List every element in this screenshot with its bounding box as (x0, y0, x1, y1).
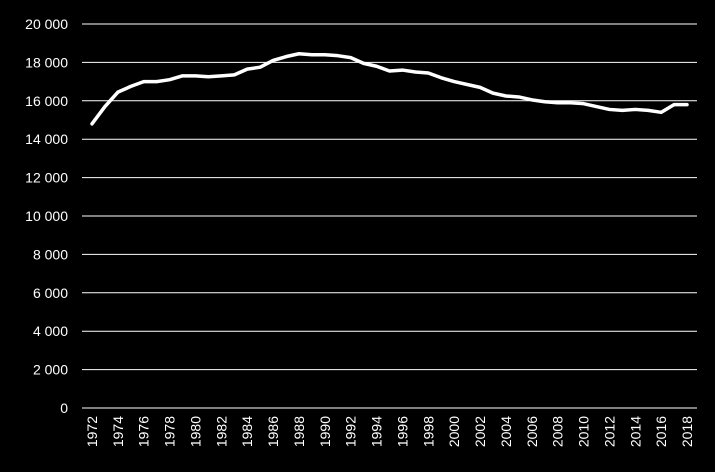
y-tick-label: 8 000 (33, 246, 68, 262)
x-tick-label: 1992 (343, 416, 359, 447)
x-tick-label: 2000 (446, 416, 462, 447)
series-layer (90, 52, 689, 126)
x-tick-label: 2018 (679, 416, 695, 447)
x-tick-label: 1978 (162, 416, 178, 447)
x-tick-label: 1984 (239, 416, 255, 447)
series-line (90, 52, 689, 126)
x-tick-label: 2004 (498, 416, 514, 447)
y-tick-label: 10 000 (25, 208, 68, 224)
x-tick-label: 2002 (472, 416, 488, 447)
x-tick-label: 1998 (420, 416, 436, 447)
x-tick-label: 1994 (369, 416, 385, 447)
x-tick-label: 1990 (317, 416, 333, 447)
y-axis-tick-labels: 0 2 000 4 000 6 000 8 000 10 000 12 000 14 000 1… (25, 16, 68, 416)
y-tick-label: 18 000 (25, 54, 68, 70)
x-tick-label: 1988 (291, 416, 307, 447)
y-tick-label: 14 000 (25, 131, 68, 147)
grid-lines (82, 23, 697, 409)
x-tick-label: 1972 (84, 416, 100, 447)
x-tick-label: 1982 (213, 416, 229, 447)
x-tick-label: 2010 (576, 416, 592, 447)
y-tick-label: 0 (60, 400, 68, 416)
y-tick-label: 2 000 (33, 362, 68, 378)
x-tick-label: 2008 (550, 416, 566, 447)
x-tick-label: 2012 (601, 416, 617, 447)
x-tick-label: 1996 (394, 416, 410, 447)
x-tick-label: 1974 (110, 416, 126, 447)
x-axis-tick-labels: 1972 1974 1976 1978 1980 1982 1984 1986 1988 1990… (84, 416, 695, 447)
y-tick-label: 20 000 (25, 16, 68, 32)
x-tick-label: 2014 (627, 416, 643, 447)
x-tick-label: 1980 (187, 416, 203, 447)
x-tick-label: 2016 (653, 416, 669, 447)
y-tick-label: 16 000 (25, 93, 68, 109)
x-tick-label: 1976 (136, 416, 152, 447)
y-tick-label: 12 000 (25, 170, 68, 186)
x-tick-label: 2006 (524, 416, 540, 447)
y-tick-label: 6 000 (33, 285, 68, 301)
y-tick-label: 4 000 (33, 323, 68, 339)
x-tick-label: 1986 (265, 416, 281, 447)
